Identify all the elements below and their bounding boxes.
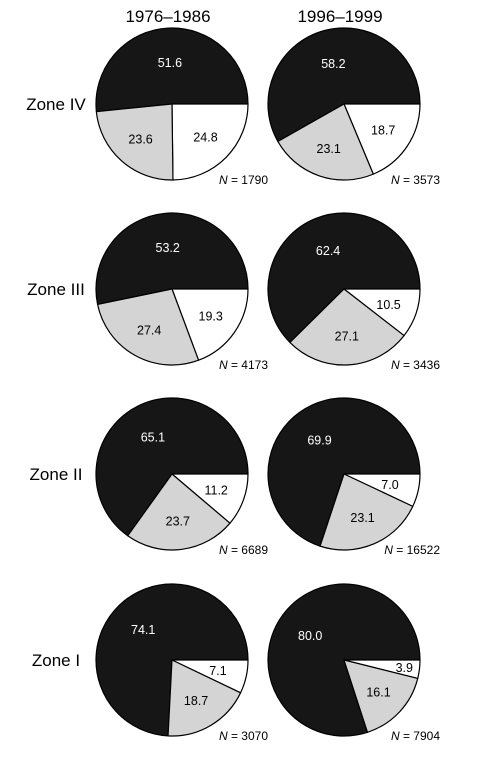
n-symbol: N: [391, 173, 400, 187]
pie-slice-dark: [267, 397, 421, 547]
slice-label: 74.1: [131, 623, 155, 637]
n-symbol: N: [219, 358, 228, 372]
pie-slice-gray: [127, 473, 231, 551]
row-label: Zone I: [32, 651, 80, 670]
slice-label: 23.7: [166, 514, 190, 528]
slice-label: 10.5: [376, 298, 400, 312]
n-value: = 1790: [231, 173, 268, 187]
pie-slice-gray: [277, 103, 374, 181]
pie-3: 62.4 10.5 27.1 N = 3436: [267, 212, 440, 372]
pie-slice-dark: [95, 212, 249, 306]
slice-label: 16.1: [366, 686, 390, 700]
slice-label: 3.9: [396, 661, 413, 675]
slice-label: 7.0: [381, 478, 398, 492]
n-symbol: N: [219, 729, 228, 743]
n-symbol: N: [391, 358, 400, 372]
slice-label: 80.0: [298, 629, 322, 643]
slice-label: 23.1: [317, 142, 341, 156]
slice-label: 18.7: [371, 124, 395, 138]
n-symbol: N: [384, 543, 393, 557]
n-label: N = 6689: [219, 543, 268, 557]
n-label: N = 3070: [219, 729, 268, 743]
n-value: = 3573: [403, 173, 440, 187]
pie-slice-light: [343, 103, 421, 175]
pie-1: 58.2 18.7 23.1 N = 3573: [267, 27, 440, 187]
pie-slice-dark: [267, 27, 421, 143]
pie-slice-dark: [95, 27, 249, 113]
pie-5: 69.9 7.0 23.1 N = 16522: [267, 397, 440, 557]
slice-label: 23.1: [350, 511, 374, 525]
slice-label: 58.2: [321, 57, 345, 71]
row-label: Zone II: [30, 465, 83, 484]
slice-label: 62.4: [316, 244, 340, 258]
pie-slice-gray: [289, 288, 405, 366]
n-value: = 3070: [231, 729, 268, 743]
slice-label: 65.1: [141, 430, 165, 444]
n-label: N = 16522: [384, 543, 440, 557]
slice-label: 11.2: [204, 484, 227, 498]
n-label: N = 3573: [391, 173, 440, 187]
pie-0: 51.6 24.8 23.6 N = 1790: [95, 27, 268, 187]
pie-2: 53.2 19.3 27.4 N = 4173: [95, 212, 268, 372]
pie-slice-gray: [167, 659, 242, 737]
n-value: = 6689: [231, 543, 268, 557]
pie-4: 65.1 11.2 23.7 N = 6689: [95, 397, 268, 557]
n-label: N = 3436: [391, 358, 440, 372]
pie-slice-gray: [96, 288, 200, 366]
pie-slice-light: [171, 288, 249, 361]
n-symbol: N: [219, 543, 228, 557]
row-label: Zone IV: [26, 95, 86, 114]
slice-label: 23.6: [128, 133, 152, 147]
n-label: N = 4173: [219, 358, 268, 372]
slice-label: 19.3: [199, 309, 223, 323]
slice-label: 27.4: [137, 324, 161, 338]
pie-slice-dark: [95, 397, 249, 537]
n-value: = 3436: [403, 358, 440, 372]
slice-label: 24.8: [193, 131, 217, 145]
slice-label: 7.1: [209, 664, 226, 678]
slice-label: 53.2: [156, 241, 180, 255]
column-title: 1976–1986: [125, 7, 210, 26]
slice-label: 18.7: [184, 694, 208, 708]
n-label: N = 7904: [391, 729, 440, 743]
n-symbol: N: [391, 729, 400, 743]
n-value: = 7904: [403, 729, 440, 743]
row-label: Zone III: [27, 280, 85, 299]
pie-6: 74.1 7.1 18.7 N = 3070: [95, 583, 268, 743]
pie-slice-light: [171, 103, 249, 181]
slice-label: 51.6: [158, 56, 182, 70]
n-label: N = 1790: [219, 173, 268, 187]
pie-slice-dark: [267, 212, 421, 343]
slice-label: 69.9: [307, 434, 331, 448]
pie-slice-gray: [319, 473, 414, 551]
pie-slice-gray: [95, 103, 174, 181]
column-title: 1996–1999: [297, 7, 382, 26]
slice-label: 27.1: [335, 330, 359, 344]
n-value: = 16522: [396, 543, 440, 557]
pie-slice-gray: [343, 659, 419, 733]
n-symbol: N: [219, 173, 228, 187]
n-value: = 4173: [231, 358, 268, 372]
pie-7: 80.0 3.9 16.1 N = 7904: [267, 583, 440, 743]
